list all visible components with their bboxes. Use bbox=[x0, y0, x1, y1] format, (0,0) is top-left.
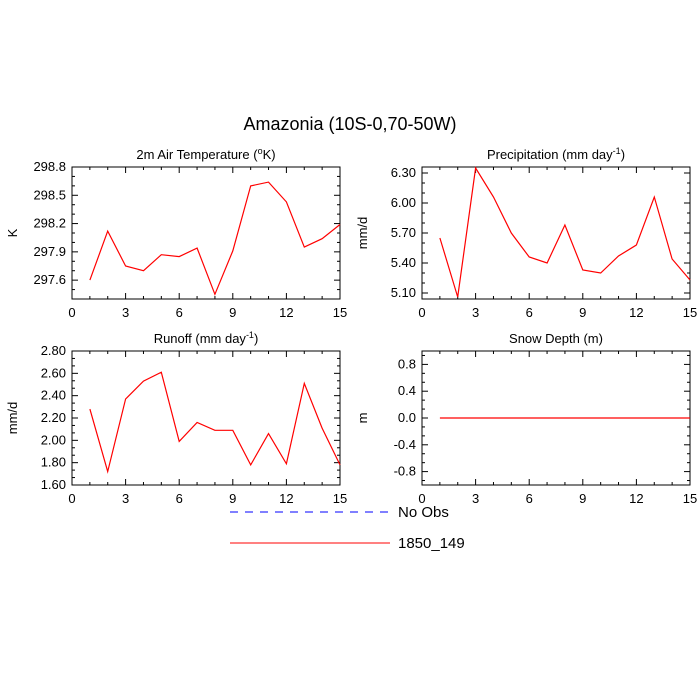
series-line-1850_149 bbox=[89, 371, 341, 474]
y-tick-label: 2.40 bbox=[41, 388, 66, 403]
panel-precipitation: Precipitation (mm day-1) 0 3 6 9 12 15 5.10 5.40… bbox=[355, 146, 697, 320]
y-tick-label: 2.80 bbox=[41, 343, 66, 358]
x-tick-label: 0 bbox=[418, 491, 425, 506]
y-tick-label: 5.70 bbox=[391, 225, 416, 240]
x-tick-label: 6 bbox=[176, 305, 183, 320]
x-tick-label: 12 bbox=[629, 305, 643, 320]
y-tick-label: -0.4 bbox=[394, 437, 416, 452]
x-tick-label: 3 bbox=[472, 305, 479, 320]
panel-snow-depth: Snow Depth (m) 0 3 6 9 12 15 -0.8 -0.4 0.0 0.4 0.8 m bbox=[355, 331, 697, 506]
y-tick-label: 298.8 bbox=[33, 159, 66, 174]
panel-title-superscript: -1 bbox=[246, 330, 254, 340]
y-axis-label: mm/d bbox=[5, 402, 20, 435]
x-tick-label: 0 bbox=[418, 305, 425, 320]
y-tick-label: 2.00 bbox=[41, 432, 66, 447]
x-tick-label: 9 bbox=[579, 491, 586, 506]
x-tick-label: 12 bbox=[279, 491, 293, 506]
y-tick-label: 0.0 bbox=[398, 410, 416, 425]
y-tick-label: -0.8 bbox=[394, 464, 416, 479]
y-tick-label: 0.4 bbox=[398, 383, 416, 398]
x-tick-label: 3 bbox=[122, 305, 129, 320]
x-tick-label: 0 bbox=[68, 491, 75, 506]
x-tick-label: 15 bbox=[683, 491, 697, 506]
panel-title: 2m Air Temperature (oK) bbox=[136, 146, 275, 162]
panel-title-tail: ) bbox=[254, 331, 258, 346]
axes-frame bbox=[71, 166, 341, 300]
y-tick-label: 297.9 bbox=[33, 244, 66, 259]
y-axis-label: m bbox=[355, 413, 370, 424]
x-tick-label: 12 bbox=[279, 305, 293, 320]
panel-title-text: 2m Air Temperature ( bbox=[136, 147, 258, 162]
y-tick-label: 2.20 bbox=[41, 410, 66, 425]
y-tick-label: 5.10 bbox=[391, 285, 416, 300]
y-tick-label: 6.00 bbox=[391, 195, 416, 210]
panel-title-tail: ) bbox=[621, 147, 625, 162]
panel-title-text: Snow Depth (m) bbox=[509, 331, 603, 346]
y-tick-label: 0.8 bbox=[398, 356, 416, 371]
y-tick-label: 1.60 bbox=[41, 477, 66, 492]
panel-title-text: Precipitation (mm day bbox=[487, 147, 613, 162]
legend-label-no-obs: No Obs bbox=[398, 504, 449, 521]
legend-label-model: 1850_149 bbox=[398, 535, 465, 552]
x-tick-label: 12 bbox=[629, 491, 643, 506]
panel-title: Precipitation (mm day-1) bbox=[487, 146, 625, 162]
x-tick-label: 9 bbox=[579, 305, 586, 320]
panel-2m-air-temperature: 2m Air Temperature (oK) 0 3 6 9 12 15 297.6 297.… bbox=[5, 146, 347, 320]
panel-title-superscript: o bbox=[258, 146, 263, 156]
y-tick-label: 298.5 bbox=[33, 187, 66, 202]
legend: No Obs 1850_149 bbox=[230, 504, 465, 552]
y-tick-label: 297.6 bbox=[33, 272, 66, 287]
x-tick-label: 15 bbox=[333, 305, 347, 320]
panel-title-text: Runoff (mm day bbox=[154, 331, 247, 346]
panel-title-superscript: -1 bbox=[613, 146, 621, 156]
x-tick-label: 3 bbox=[122, 491, 129, 506]
x-tick-label: 6 bbox=[176, 491, 183, 506]
series-line-1850_149 bbox=[439, 166, 691, 298]
y-tick-label: 298.2 bbox=[33, 216, 66, 231]
panel-runoff: Runoff (mm day-1) 0 3 6 9 12 15 1.60 1.80 2.00 2.2… bbox=[5, 330, 347, 506]
panels: 2m Air Temperature (oK)0 3 6 9 12 15297.6297.… bbox=[5, 146, 697, 506]
y-tick-label: 2.60 bbox=[41, 365, 66, 380]
axes-frame bbox=[71, 350, 341, 486]
figure-title: Amazonia (10S-0,70-50W) bbox=[243, 114, 456, 134]
y-axis-label: K bbox=[5, 228, 20, 237]
x-tick-label: 9 bbox=[229, 491, 236, 506]
y-tick-label: 1.80 bbox=[41, 455, 66, 470]
x-tick-label: 6 bbox=[526, 305, 533, 320]
x-tick-label: 0 bbox=[68, 305, 75, 320]
panel-title-tail: K) bbox=[263, 147, 276, 162]
x-tick-label: 15 bbox=[683, 305, 697, 320]
x-tick-label: 6 bbox=[526, 491, 533, 506]
y-tick-label: 6.30 bbox=[391, 165, 416, 180]
x-tick-label: 9 bbox=[229, 305, 236, 320]
y-tick-label: 5.40 bbox=[391, 255, 416, 270]
series-line-1850_149 bbox=[89, 181, 341, 296]
axes-frame bbox=[421, 166, 691, 300]
panel-title: Runoff (mm day-1) bbox=[154, 330, 259, 346]
panel-title: Snow Depth (m) bbox=[509, 331, 603, 346]
x-tick-label: 15 bbox=[333, 491, 347, 506]
x-tick-label: 3 bbox=[472, 491, 479, 506]
y-axis-label: mm/d bbox=[355, 217, 370, 250]
